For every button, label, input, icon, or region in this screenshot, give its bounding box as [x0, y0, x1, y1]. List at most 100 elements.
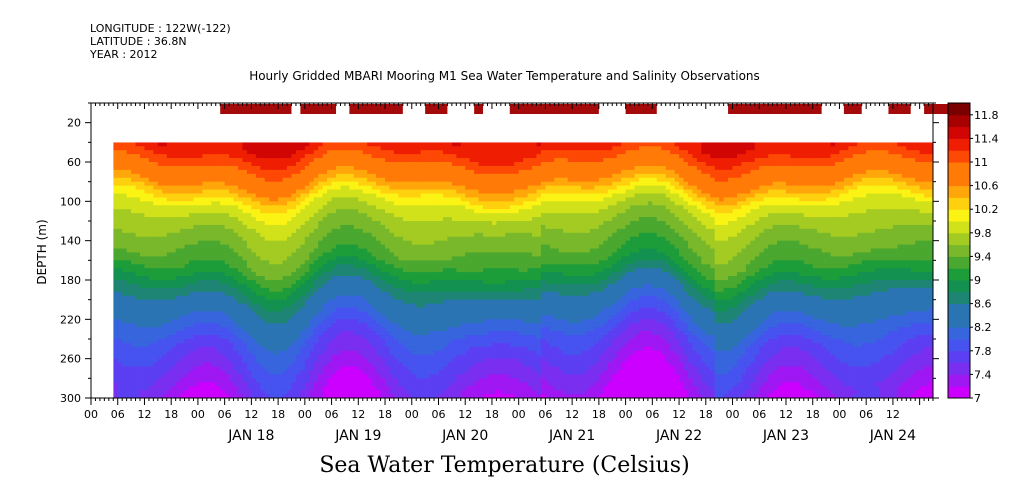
heatmap-cell: [202, 228, 208, 234]
heatmap-cell: [291, 142, 297, 147]
heatmap-cell: [353, 335, 359, 340]
heatmap-cell: [246, 264, 252, 269]
heatmap-cell: [331, 374, 337, 379]
heatmap-cell: [238, 350, 244, 356]
heatmap-cell: [291, 169, 297, 175]
heatmap-cell: [117, 299, 123, 305]
heatmap-cell: [242, 390, 248, 395]
heatmap-cell: [411, 248, 417, 253]
heatmap-cell: [451, 185, 457, 191]
heatmap-cell: [429, 390, 435, 395]
heatmap-cell: [189, 260, 195, 265]
heatmap-cell: [224, 299, 230, 305]
heatmap-cell: [260, 154, 266, 159]
heatmap-cell: [278, 335, 284, 340]
heatmap-cell: [291, 209, 297, 214]
heatmap-cell: [389, 299, 395, 305]
heatmap-cell: [411, 354, 417, 360]
heatmap-cell: [251, 221, 257, 226]
heatmap-cell: [371, 236, 377, 242]
heatmap-cell: [362, 362, 368, 368]
heatmap-cell: [131, 276, 137, 281]
heatmap-cell: [242, 327, 248, 332]
heatmap-cell: [202, 335, 208, 340]
heatmap-cell: [215, 378, 221, 383]
heatmap-cell: [144, 283, 150, 289]
heatmap-cell: [135, 193, 141, 198]
heatmap-cell: [260, 252, 266, 257]
heatmap-cell: [171, 295, 177, 301]
heatmap-cell: [273, 177, 279, 183]
heatmap-cell: [126, 307, 132, 312]
heatmap-cell: [140, 323, 146, 328]
heatmap-cell: [233, 240, 239, 246]
heatmap-cell: [171, 311, 177, 316]
heatmap-cell: [313, 342, 319, 348]
heatmap-cell: [140, 291, 146, 297]
heatmap-cell: [349, 217, 355, 222]
heatmap-cell: [153, 256, 159, 261]
heatmap-cell: [291, 224, 297, 230]
heatmap-cell: [411, 331, 417, 336]
heatmap-cell: [233, 350, 239, 356]
heatmap-cell: [117, 311, 123, 316]
heatmap-cell: [153, 240, 159, 246]
heatmap-cell: [434, 354, 440, 360]
heatmap-cell: [376, 272, 382, 277]
heatmap-cell: [295, 217, 301, 222]
heatmap-cell: [242, 158, 248, 163]
heatmap-cell: [126, 311, 132, 316]
heatmap-cell: [353, 169, 359, 175]
heatmap-cell: [434, 307, 440, 312]
heatmap-cell: [407, 283, 413, 289]
heatmap-cell: [264, 370, 270, 375]
heatmap-cell: [429, 319, 435, 324]
heatmap-cell: [255, 256, 261, 261]
heatmap-cell: [362, 378, 368, 383]
heatmap-cell: [291, 185, 297, 191]
heatmap-cell: [318, 232, 324, 238]
heatmap-cell: [313, 378, 319, 383]
heatmap-cell: [398, 342, 404, 348]
heatmap-cell: [331, 252, 337, 257]
heatmap-cell: [238, 165, 244, 171]
heatmap-cell: [447, 244, 453, 250]
heatmap-cell: [358, 315, 364, 320]
heatmap-cell: [171, 291, 177, 297]
heatmap-cell: [282, 272, 288, 277]
heatmap-cell: [184, 205, 190, 210]
heatmap-cell: [434, 154, 440, 159]
heatmap-cell: [282, 362, 288, 368]
heatmap-cell: [309, 193, 315, 198]
heatmap-cell: [344, 295, 350, 301]
heatmap-cell: [282, 185, 288, 191]
heatmap-cell: [175, 299, 181, 305]
heatmap-cell: [318, 248, 324, 253]
heatmap-cell: [140, 158, 146, 163]
heatmap-cell: [246, 382, 252, 387]
heatmap-cell: [153, 378, 159, 383]
heatmap-cell: [255, 264, 261, 269]
heatmap-cell: [318, 189, 324, 194]
heatmap-cell: [407, 366, 413, 371]
heatmap-cell: [282, 319, 288, 324]
heatmap-cell: [260, 193, 266, 198]
heatmap-cell: [126, 158, 132, 163]
heatmap-cell: [358, 228, 364, 234]
heatmap-cell: [295, 162, 301, 167]
heatmap-cell: [220, 260, 226, 265]
heatmap-cell: [255, 346, 261, 352]
heatmap-cell: [153, 374, 159, 379]
heatmap-cell: [389, 366, 395, 371]
heatmap-cell: [331, 283, 337, 289]
heatmap-cell: [242, 252, 248, 257]
heatmap-cell: [367, 390, 373, 395]
heatmap-cell: [180, 339, 186, 344]
heatmap-cell: [264, 291, 270, 297]
heatmap-cell: [278, 228, 284, 234]
heatmap-cell: [327, 358, 333, 364]
heatmap-cell: [166, 299, 172, 305]
heatmap-cell: [269, 209, 275, 214]
heatmap-cell: [402, 323, 408, 328]
heatmap-cell: [362, 335, 368, 340]
